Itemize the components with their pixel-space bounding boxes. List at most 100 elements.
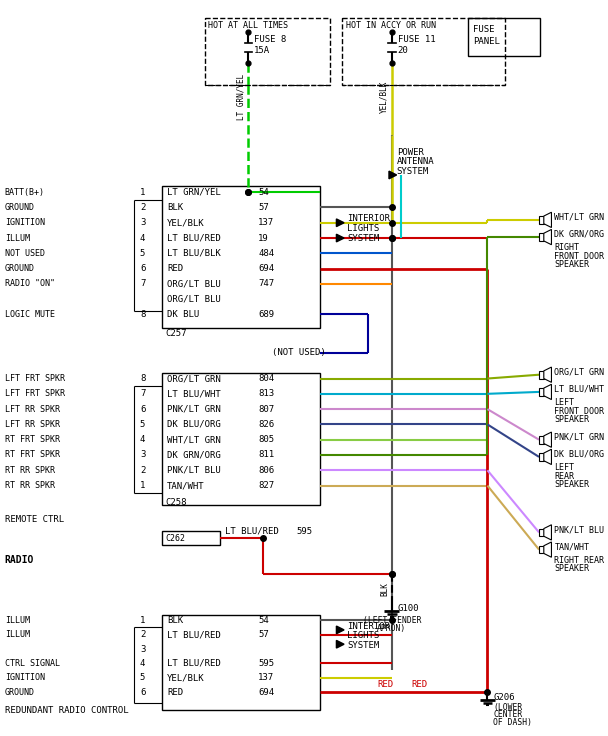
Text: YEL/BLK: YEL/BLK [167,219,205,227]
Text: TAN/WHT: TAN/WHT [554,542,589,551]
Polygon shape [544,212,551,227]
Text: SPEAKER: SPEAKER [554,415,589,424]
Text: GROUND: GROUND [5,687,35,696]
Text: REAR: REAR [554,472,575,481]
Text: (NOT USED): (NOT USED) [272,348,326,357]
Text: 19: 19 [258,233,269,243]
Bar [539,371,544,378]
Bar [539,546,544,553]
Text: SPEAKER: SPEAKER [554,565,589,573]
Text: PNK/LT GRN: PNK/LT GRN [167,405,221,414]
Polygon shape [336,640,344,648]
Text: POWER: POWER [396,147,424,157]
Text: ORG/LT GRN: ORG/LT GRN [554,367,604,376]
Text: 137: 137 [258,673,274,682]
Text: 4: 4 [140,659,145,668]
Bar [162,615,320,710]
Text: 57: 57 [258,630,269,639]
Text: SYSTEM: SYSTEM [347,233,379,243]
Text: 694: 694 [258,264,274,273]
Text: TAN/WHT: TAN/WHT [167,481,205,490]
Polygon shape [544,432,551,447]
Text: LEFT: LEFT [554,463,575,472]
Text: 807: 807 [258,405,274,414]
Text: 804: 804 [258,374,274,383]
Text: (LOWER: (LOWER [493,703,522,712]
Text: RT RR SPKR: RT RR SPKR [5,481,55,490]
Text: 813: 813 [258,389,274,398]
Text: DK GRN/ORG: DK GRN/ORG [167,450,221,459]
Text: LT BLU/RED: LT BLU/RED [167,659,221,668]
Text: ANTENNA: ANTENNA [396,157,434,166]
Polygon shape [544,542,551,557]
Text: 826: 826 [258,420,274,429]
Text: 2: 2 [140,203,145,212]
Text: 6: 6 [140,405,145,414]
Text: 8: 8 [140,310,145,319]
Text: 5: 5 [140,420,145,429]
Text: 2: 2 [140,466,145,475]
Text: 3: 3 [140,450,145,459]
Text: FUSE 8: FUSE 8 [254,35,286,43]
Text: PNK/LT BLU: PNK/LT BLU [167,466,221,475]
Text: RED: RED [378,680,393,689]
Text: IGNITION: IGNITION [5,673,45,682]
Text: LFT FRT SPKR: LFT FRT SPKR [5,374,65,383]
Text: LFT FRT SPKR: LFT FRT SPKR [5,389,65,398]
Text: 747: 747 [258,280,274,289]
Text: LIGHTS: LIGHTS [347,631,379,640]
Text: 689: 689 [258,310,274,319]
Text: HOT AT ALL TIMES: HOT AT ALL TIMES [209,21,288,30]
Text: LFT RR SPKR: LFT RR SPKR [5,405,60,414]
Text: 20: 20 [398,46,409,55]
Text: 1: 1 [140,481,145,490]
Text: RED: RED [167,264,184,273]
Text: LOGIC MUTE: LOGIC MUTE [5,310,55,319]
Bar [539,453,544,461]
Text: FRONT DOOR: FRONT DOOR [554,252,604,261]
Text: 1: 1 [140,188,145,197]
Text: SPEAKER: SPEAKER [554,480,589,489]
Text: DK GRN/ORG: DK GRN/ORG [554,230,604,238]
Text: NOT USED: NOT USED [5,249,45,258]
Text: 806: 806 [258,466,274,475]
Polygon shape [544,525,551,540]
Polygon shape [336,234,344,242]
Text: LT BLU/WHT: LT BLU/WHT [167,389,221,398]
Bar [342,18,505,85]
Text: RIGHT REAR: RIGHT REAR [554,556,604,565]
Text: WHT/LT GRN: WHT/LT GRN [167,435,221,445]
Text: FRONT DOOR: FRONT DOOR [554,406,604,416]
Text: 3: 3 [140,645,145,654]
Text: RED: RED [411,680,427,689]
Text: DK BLU: DK BLU [167,310,199,319]
Text: 54: 54 [258,188,269,197]
Text: 7: 7 [140,280,145,289]
Text: LT GRN/YEL: LT GRN/YEL [237,74,246,120]
Text: ILLUM: ILLUM [5,233,30,243]
Text: LT BLU/RED: LT BLU/RED [167,630,221,639]
Polygon shape [389,171,396,179]
Text: LEFT: LEFT [554,398,575,407]
Bar [539,216,544,224]
Text: GROUND: GROUND [5,203,35,212]
Text: 57: 57 [258,203,269,212]
Text: 595: 595 [258,659,274,668]
Text: PNK/LT BLU: PNK/LT BLU [554,525,604,534]
Text: RT FRT SPKR: RT FRT SPKR [5,450,60,459]
Text: CTRL SIGNAL: CTRL SIGNAL [5,659,60,668]
Text: PNK/LT GRN: PNK/LT GRN [554,432,604,442]
Text: BLK: BLK [167,616,184,625]
Text: PANEL: PANEL [473,37,500,46]
Text: 1: 1 [140,616,145,625]
Text: RADIO "ON": RADIO "ON" [5,280,55,289]
Bar [468,18,540,57]
Polygon shape [544,384,551,400]
Text: 6: 6 [140,687,145,696]
Text: C257: C257 [165,329,187,338]
Bar [206,18,330,85]
Text: YEL/BLK: YEL/BLK [167,673,205,682]
Text: YEL/BLK: YEL/BLK [380,80,389,113]
Text: 4: 4 [140,233,145,243]
Text: C258: C258 [165,498,187,507]
